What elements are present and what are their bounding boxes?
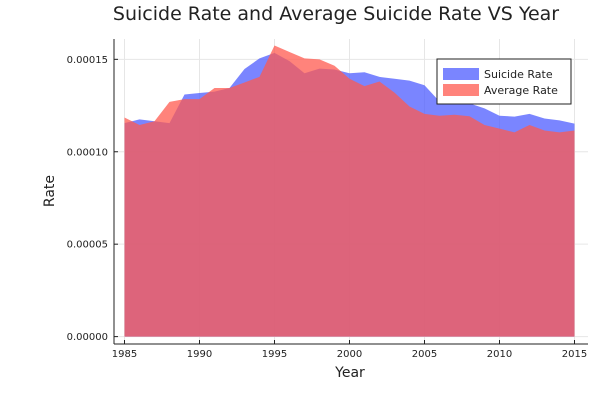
x-tick-label: 1990 [187,349,212,360]
legend-label-suicide-rate: Suicide Rate [484,68,553,81]
y-axis-label: Rate [42,175,58,207]
x-tick-label: 1985 [112,349,137,360]
y-tick-label: 0.00010 [67,147,108,158]
x-tick-label: 2005 [412,349,437,360]
legend-box [436,58,572,105]
ticks: 1985 1990 1995 2000 2005 2010 2015 0.00000 0.000… [67,55,588,360]
legend-label-average-rate: Average Rate [484,84,558,97]
x-tick-label: 2015 [562,349,587,360]
x-tick-label: 1995 [262,349,287,360]
legend-swatch-average-rate [443,84,479,96]
area-average-rate [124,45,575,337]
y-tick-label: 0.00005 [67,240,108,251]
legend: Suicide Rate Average Rate [436,58,572,105]
x-tick-label: 2010 [487,349,512,360]
plot-areas [124,45,575,337]
chart-title: Suicide Rate and Average Suicide Rate VS… [113,3,559,25]
x-tick-label: 2000 [337,349,362,360]
y-tick-label: 0.00015 [67,55,108,66]
y-tick-label: 0.00000 [67,332,108,343]
legend-swatch-suicide-rate [443,68,479,80]
x-axis-label: Year [334,365,365,381]
